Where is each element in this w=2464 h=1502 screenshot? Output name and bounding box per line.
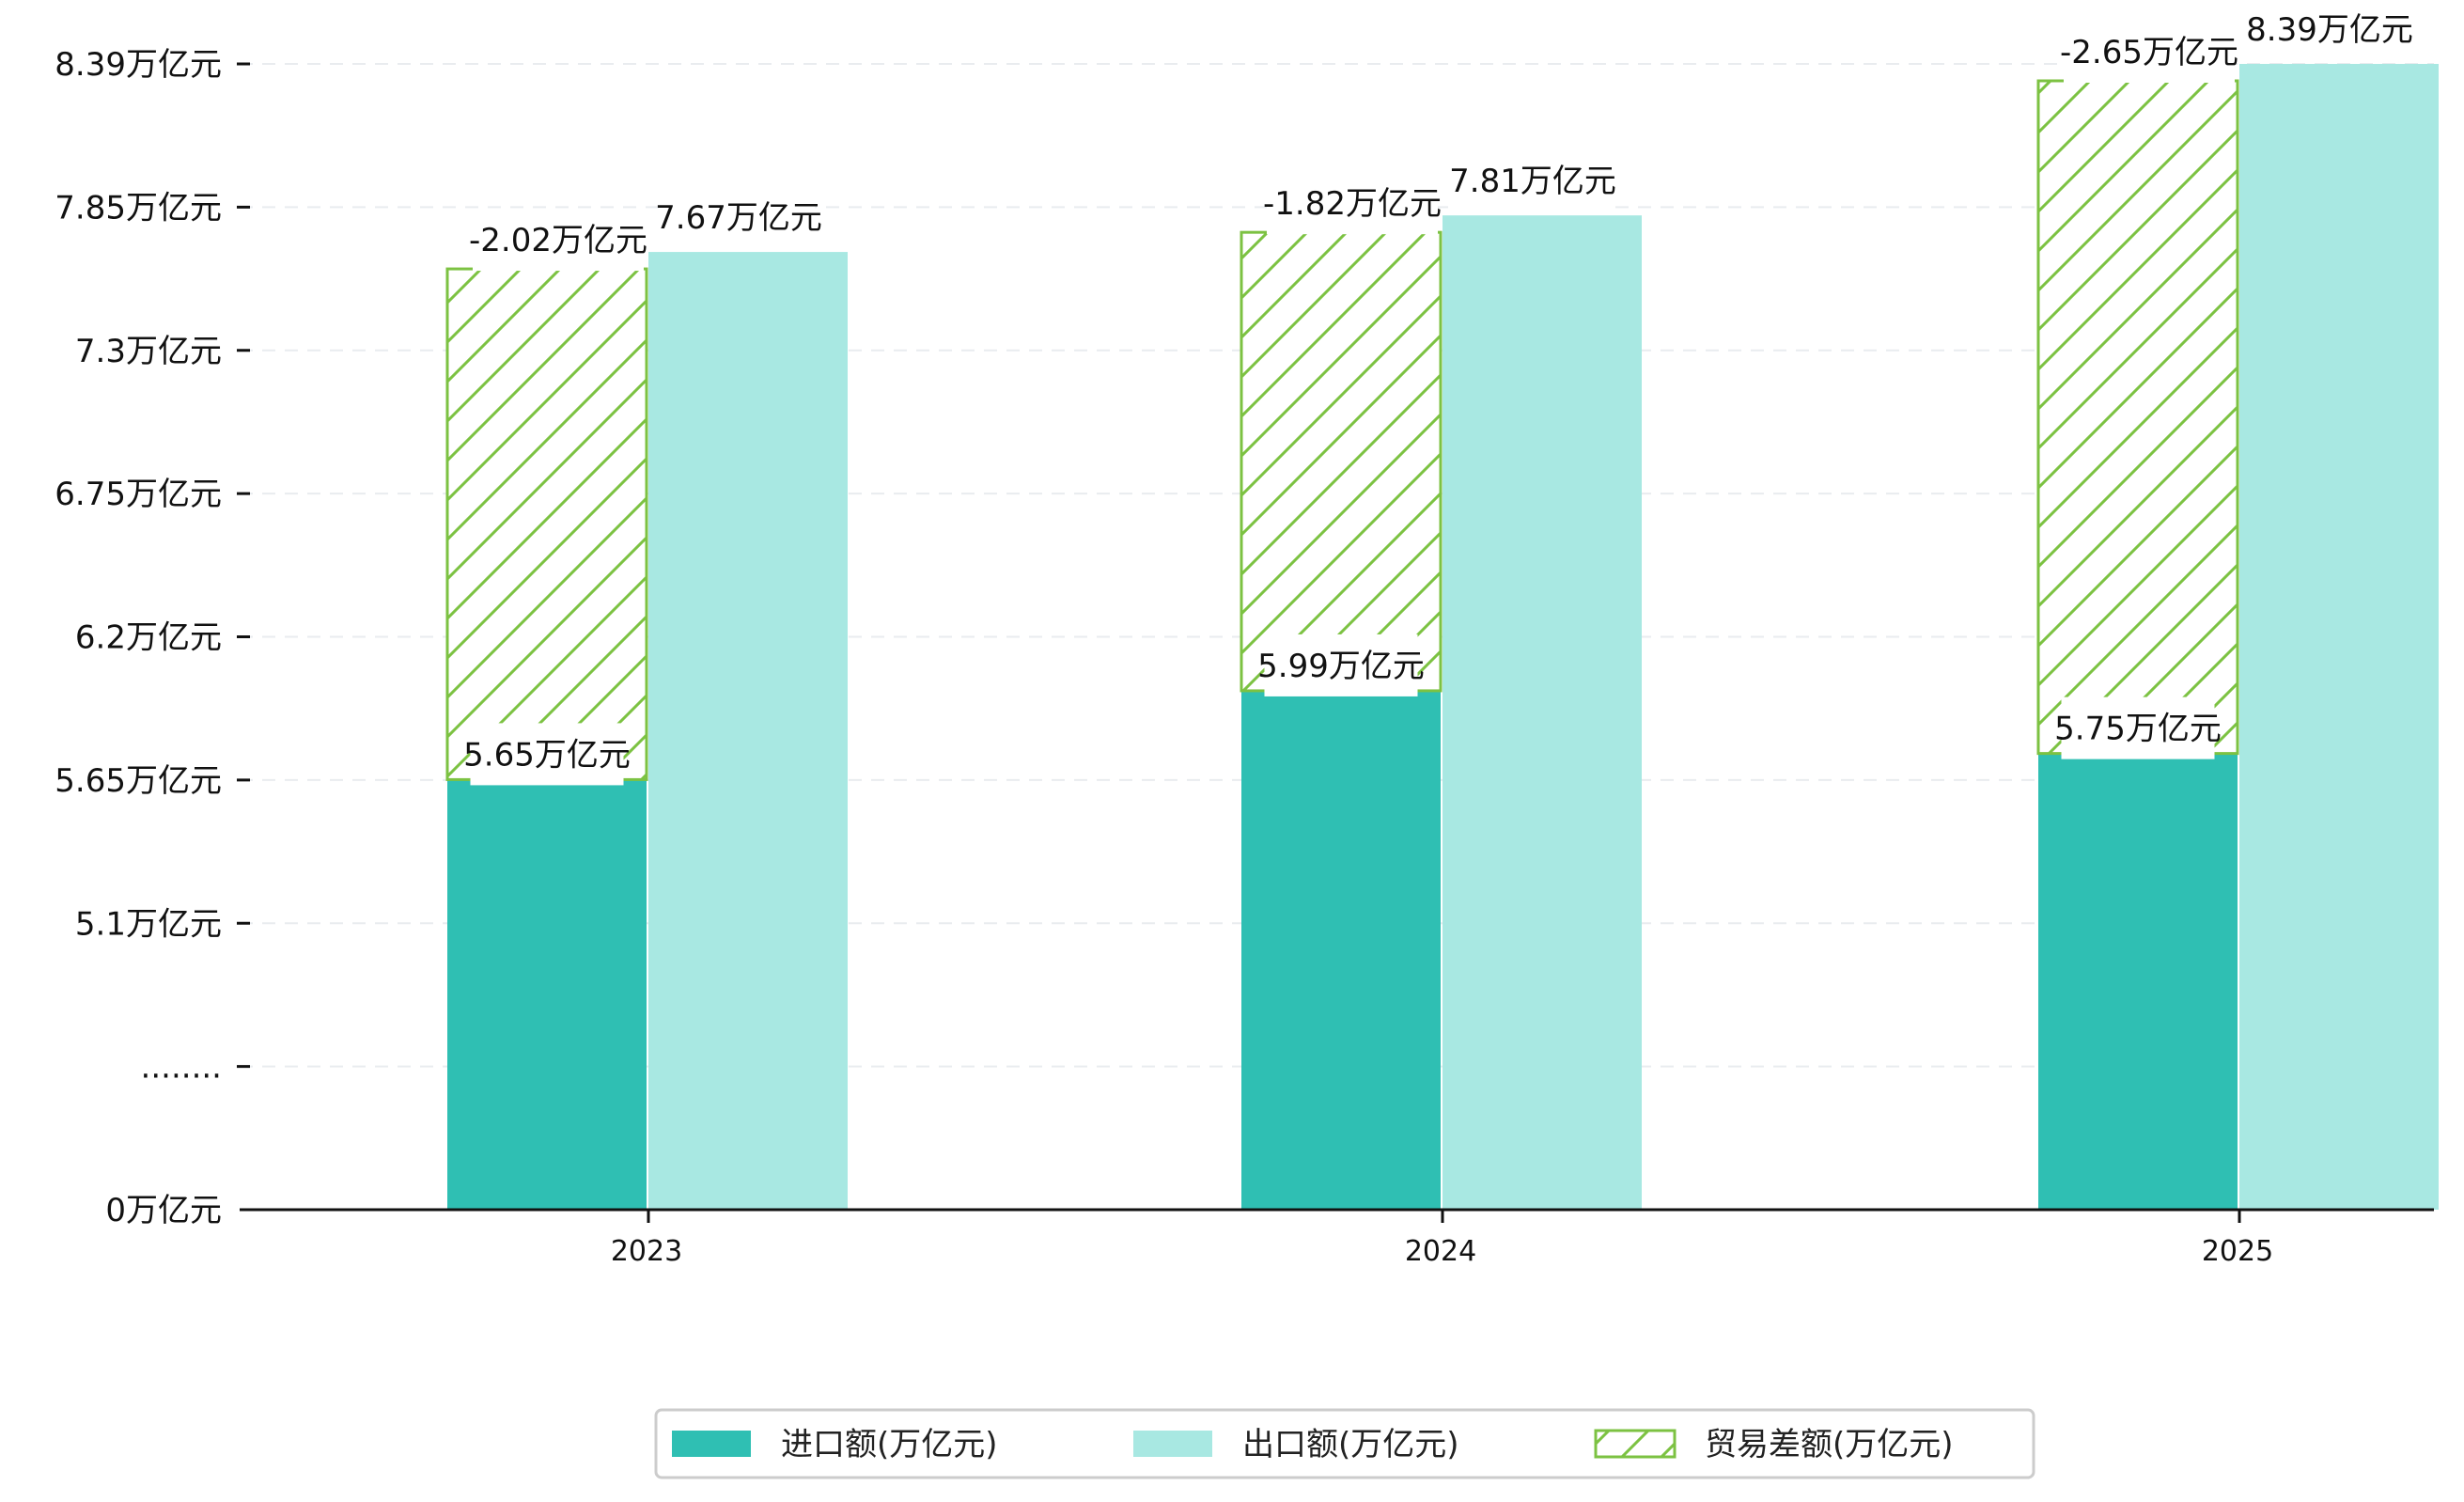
legend-swatch-1	[1133, 1431, 1212, 1457]
data-label-box	[470, 723, 624, 786]
x-tick-label: 2025	[2202, 1235, 2273, 1268]
legend-swatch-0	[672, 1431, 751, 1457]
data-label: -1.82万亿元	[1263, 185, 1442, 223]
bar-import-2024	[1241, 690, 1441, 1210]
x-tick-label: 2024	[1405, 1235, 1476, 1268]
legend-label-0: 进口额(万亿元)	[781, 1426, 998, 1463]
bar-export-2025	[2239, 64, 2439, 1210]
data-label: -2.02万亿元	[469, 222, 647, 259]
y-tick-label: 7.3万亿元	[75, 333, 222, 370]
bar-import-2025	[2038, 753, 2238, 1210]
data-label-box	[1456, 149, 1610, 212]
legend-label-1: 出口额(万亿元)	[1242, 1426, 1459, 1463]
y-tick-label: 5.1万亿元	[75, 905, 222, 943]
bar-import-2023	[447, 779, 647, 1210]
axes: 0万亿元........ 5.1万亿元 5.65万亿元 6.2万亿元 6.75万亿元 7.…	[55, 46, 2434, 1268]
y-tick-label: 6.75万亿元	[55, 476, 222, 513]
y-tick-label: 8.39万亿元	[55, 46, 222, 84]
y-tick-label: 0万亿元	[105, 1192, 222, 1229]
bar-export-2023	[648, 252, 848, 1210]
bar-export-2024	[1443, 215, 1642, 1210]
y-tick-label: 5.65万亿元	[55, 762, 222, 800]
y-tick-label: ........	[141, 1049, 222, 1087]
data-label-box	[662, 186, 816, 249]
data-label-box	[1264, 634, 1418, 696]
data-label-box	[2061, 696, 2215, 759]
data-label: 5.75万亿元	[2054, 711, 2222, 748]
data-label-box	[2253, 0, 2407, 60]
y-tick-label: 7.85万亿元	[55, 189, 222, 227]
bar-balance-2024	[1240, 230, 1443, 693]
legend: 进口额(万亿元) 出口额(万亿元) 贸易差额(万亿元)	[654, 1408, 2035, 1479]
legend-label-2: 贸易差额(万亿元)	[1705, 1426, 1954, 1463]
data-label-box	[2064, 21, 2235, 83]
data-label-box	[1267, 172, 1438, 235]
data-label: -2.65万亿元	[2060, 34, 2238, 71]
data-label-box	[473, 209, 644, 272]
data-label: 5.99万亿元	[1257, 648, 1425, 685]
data-label: 7.81万亿元	[1449, 163, 1616, 200]
bar-balance-2023	[445, 267, 648, 781]
data-label: 7.67万亿元	[655, 199, 822, 237]
x-tick-label: 2023	[611, 1235, 682, 1268]
legend-frame	[654, 1408, 2035, 1479]
y-tick-label: 6.2万亿元	[75, 619, 222, 657]
data-label: 8.39万亿元	[2246, 11, 2413, 49]
data-label: 5.65万亿元	[463, 736, 631, 774]
legend-swatch-2	[1594, 1429, 1676, 1459]
bar-balance-2025	[2036, 79, 2239, 756]
